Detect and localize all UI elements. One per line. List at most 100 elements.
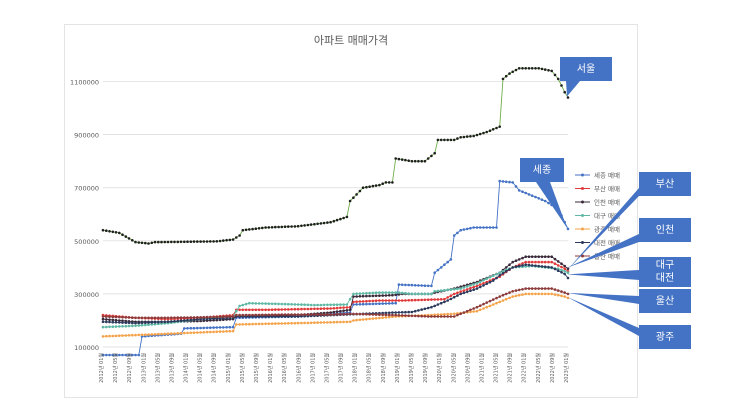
data-point	[212, 240, 215, 243]
data-point	[309, 321, 313, 325]
data-point	[228, 325, 232, 329]
data-point	[407, 159, 411, 162]
data-point	[540, 287, 544, 290]
data-point	[111, 230, 115, 234]
data-point	[105, 334, 108, 338]
data-point	[368, 317, 371, 321]
data-point	[410, 159, 414, 163]
data-point	[371, 299, 375, 303]
data-point	[550, 255, 553, 258]
data-point	[313, 222, 316, 226]
x-tick-label: 2020년 05월	[450, 353, 457, 383]
data-point	[420, 292, 424, 296]
data-point	[342, 306, 345, 309]
data-point	[384, 311, 388, 315]
data-point	[274, 315, 277, 318]
data-point	[469, 286, 472, 290]
data-point	[475, 282, 479, 285]
data-point	[384, 316, 388, 319]
data-point	[511, 290, 514, 293]
data-point	[137, 324, 141, 327]
data-point	[248, 228, 251, 231]
x-tick-label: 2012년 05월	[112, 353, 119, 383]
callout-label: 광주	[655, 331, 675, 343]
data-point	[326, 311, 329, 315]
data-point	[222, 315, 225, 319]
x-tick-label: 2013년 05월	[154, 353, 161, 383]
data-point	[293, 321, 297, 325]
data-point	[348, 320, 352, 324]
data-point	[342, 309, 345, 313]
data-point	[293, 307, 297, 311]
data-point	[530, 287, 534, 290]
data-point	[108, 230, 111, 233]
data-point	[153, 333, 157, 336]
data-point	[335, 303, 339, 307]
data-point	[241, 228, 245, 232]
data-point	[378, 299, 381, 302]
data-point	[537, 67, 540, 70]
data-point	[212, 326, 215, 329]
y-tick-label: 1100000	[70, 79, 99, 87]
data-point	[371, 317, 375, 320]
data-point	[150, 333, 154, 336]
data-point	[462, 311, 466, 314]
data-point	[495, 296, 498, 300]
data-point	[332, 313, 336, 316]
data-point	[446, 315, 450, 318]
data-point	[423, 307, 427, 311]
data-point	[452, 288, 456, 291]
data-point	[342, 303, 345, 306]
data-point	[527, 292, 531, 296]
data-point	[361, 186, 365, 189]
x-tick-label: 2013년 01월	[140, 353, 147, 383]
data-point	[426, 157, 430, 160]
data-point	[498, 179, 502, 183]
data-point	[475, 309, 479, 313]
data-point	[550, 292, 553, 296]
data-point	[478, 283, 482, 286]
data-point	[303, 303, 306, 307]
data-point	[235, 313, 238, 317]
data-point	[374, 299, 378, 303]
data-point	[241, 303, 245, 307]
data-point	[478, 285, 482, 289]
data-point	[491, 274, 495, 277]
data-point	[459, 285, 463, 289]
data-point	[342, 320, 345, 324]
data-point	[449, 258, 453, 261]
data-point	[459, 228, 463, 232]
data-point	[556, 260, 560, 263]
data-point	[274, 308, 277, 311]
data-point	[540, 198, 544, 201]
data-point	[313, 303, 316, 307]
data-point	[303, 321, 306, 325]
data-point	[348, 308, 352, 312]
data-point	[378, 183, 381, 187]
data-point	[469, 226, 472, 230]
data-point	[118, 353, 121, 357]
callout-label: 대구 대전	[655, 260, 675, 284]
data-point	[163, 316, 167, 320]
data-point	[277, 308, 280, 311]
data-point	[111, 320, 115, 324]
data-point	[147, 323, 150, 327]
data-point	[222, 326, 225, 329]
data-point	[472, 288, 476, 292]
data-point	[277, 322, 280, 325]
data-point	[465, 309, 469, 313]
data-point	[566, 276, 570, 280]
data-point	[290, 321, 293, 325]
data-point	[485, 226, 489, 229]
data-point	[524, 292, 527, 296]
data-point	[147, 316, 150, 320]
data-point	[309, 307, 313, 311]
data-point	[495, 301, 498, 305]
data-point	[215, 326, 219, 329]
data-point	[521, 293, 524, 296]
data-point	[504, 266, 508, 269]
data-point	[391, 181, 394, 184]
data-point	[566, 292, 570, 296]
x-tick-label: 2017년 05월	[323, 353, 330, 383]
data-point	[225, 330, 228, 333]
